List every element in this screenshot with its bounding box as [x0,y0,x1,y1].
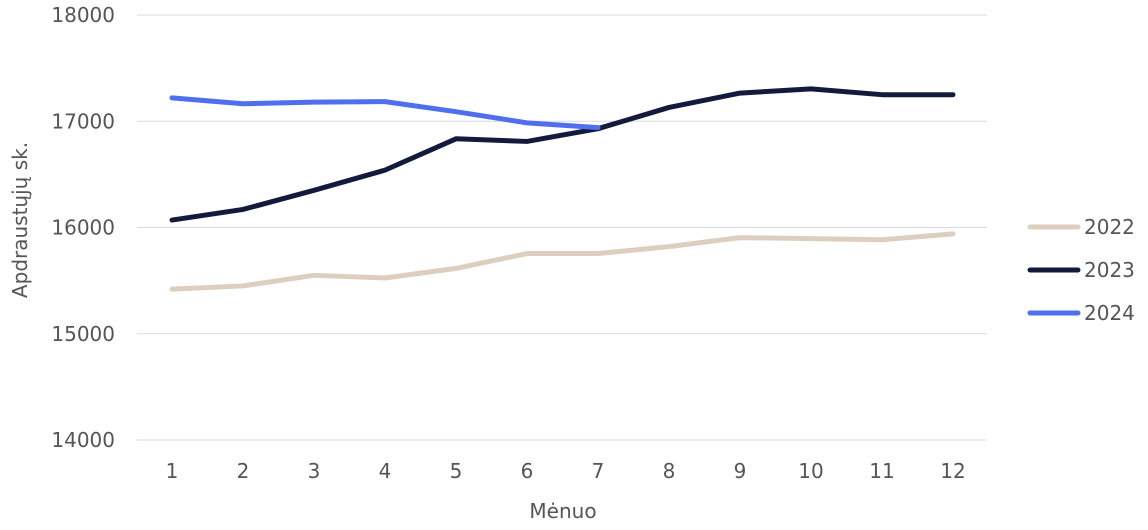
x-tick-label: 12 [940,459,965,483]
x-tick-label: 2 [237,459,250,483]
x-tick-label: 3 [308,459,321,483]
x-tick-label: 8 [663,459,676,483]
gridlines [137,14,987,441]
x-tick-label: 7 [592,459,605,483]
x-tick-label: 1 [166,459,179,483]
x-tick-label: 11 [869,459,894,483]
x-tick-label: 4 [379,459,392,483]
series-line-2023 [169,86,956,223]
y-tick-label: 18000 [51,3,115,27]
series-line-2022 [169,231,956,292]
series-line-2024 [169,95,601,131]
y-axis-ticks: 14000 15000 16000 17000 18000 [51,3,115,452]
legend: 2022 2023 2024 [1027,215,1135,325]
x-axis-ticks: 1 2 3 4 5 6 7 8 9 10 11 12 [166,459,966,483]
y-axis-label: Apdraustųjų sk. [8,142,32,298]
legend-label: 2024 [1084,301,1135,325]
legend-item-2023: 2023 [1027,258,1135,282]
y-tick-label: 17000 [51,109,115,133]
x-tick-label: 6 [521,459,534,483]
legend-item-2022: 2022 [1027,215,1135,239]
y-tick-label: 15000 [51,322,115,346]
legend-item-2024: 2024 [1027,301,1135,325]
x-tick-label: 5 [450,459,463,483]
y-tick-label: 16000 [51,216,115,240]
legend-label: 2023 [1084,258,1135,282]
x-tick-label: 9 [734,459,747,483]
legend-label: 2022 [1084,215,1135,239]
x-tick-label: 10 [798,459,823,483]
series-lines [169,86,956,292]
y-tick-label: 14000 [51,428,115,452]
x-axis-label: Mėnuo [529,499,596,523]
